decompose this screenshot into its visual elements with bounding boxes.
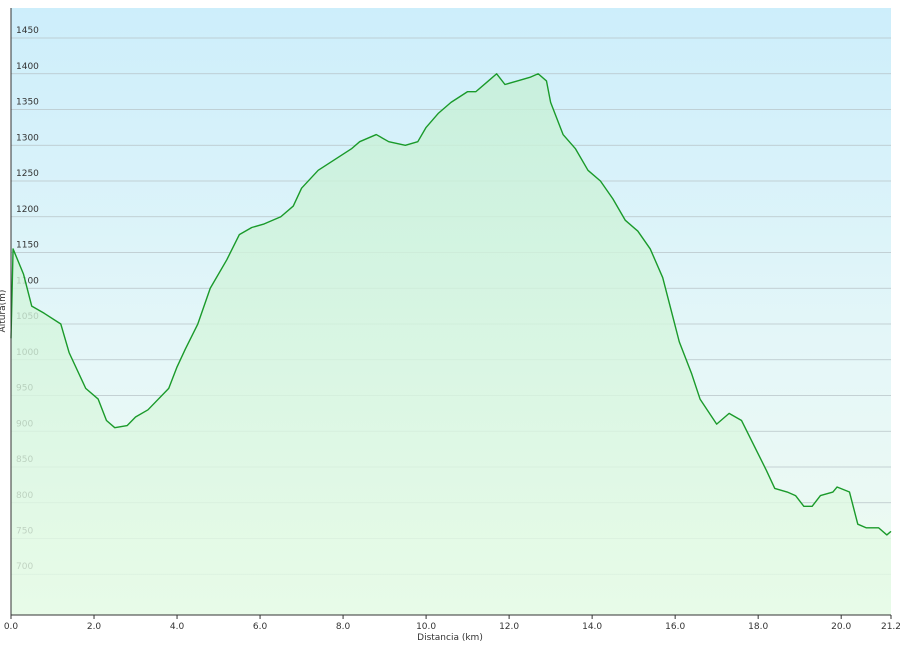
x-tick-label: 0.0 (4, 622, 19, 632)
x-tick-label: 20.0 (831, 622, 851, 632)
y-tick-label: 1250 (16, 169, 39, 179)
y-tick-label: 1150 (16, 241, 39, 251)
x-tick-label: 14.0 (582, 622, 602, 632)
y-axis-title: Altura(m) (0, 290, 8, 333)
x-tick-label: 12.0 (499, 622, 519, 632)
y-tick-label: 1300 (16, 133, 39, 143)
y-tick-label: 1350 (16, 98, 39, 108)
x-tick-label: 8.0 (336, 622, 351, 632)
x-tick-label: 21.2 (881, 622, 900, 632)
x-tick-label: 4.0 (170, 622, 185, 632)
x-tick-label: 10.0 (416, 622, 436, 632)
area-fill (11, 73, 891, 616)
x-tick-label: 16.0 (665, 622, 685, 632)
x-tick-label: 18.0 (748, 622, 768, 632)
y-tick-label: 1450 (16, 26, 39, 36)
x-tick-label: 2.0 (87, 622, 102, 632)
x-tick-label: 6.0 (253, 622, 268, 632)
x-axis-title: Distancia (km) (417, 633, 483, 643)
y-tick-label: 1100 (16, 276, 39, 286)
elevation-line (10, 73, 892, 536)
y-tick-label: 1200 (16, 205, 39, 215)
y-tick-label: 1400 (16, 62, 39, 72)
